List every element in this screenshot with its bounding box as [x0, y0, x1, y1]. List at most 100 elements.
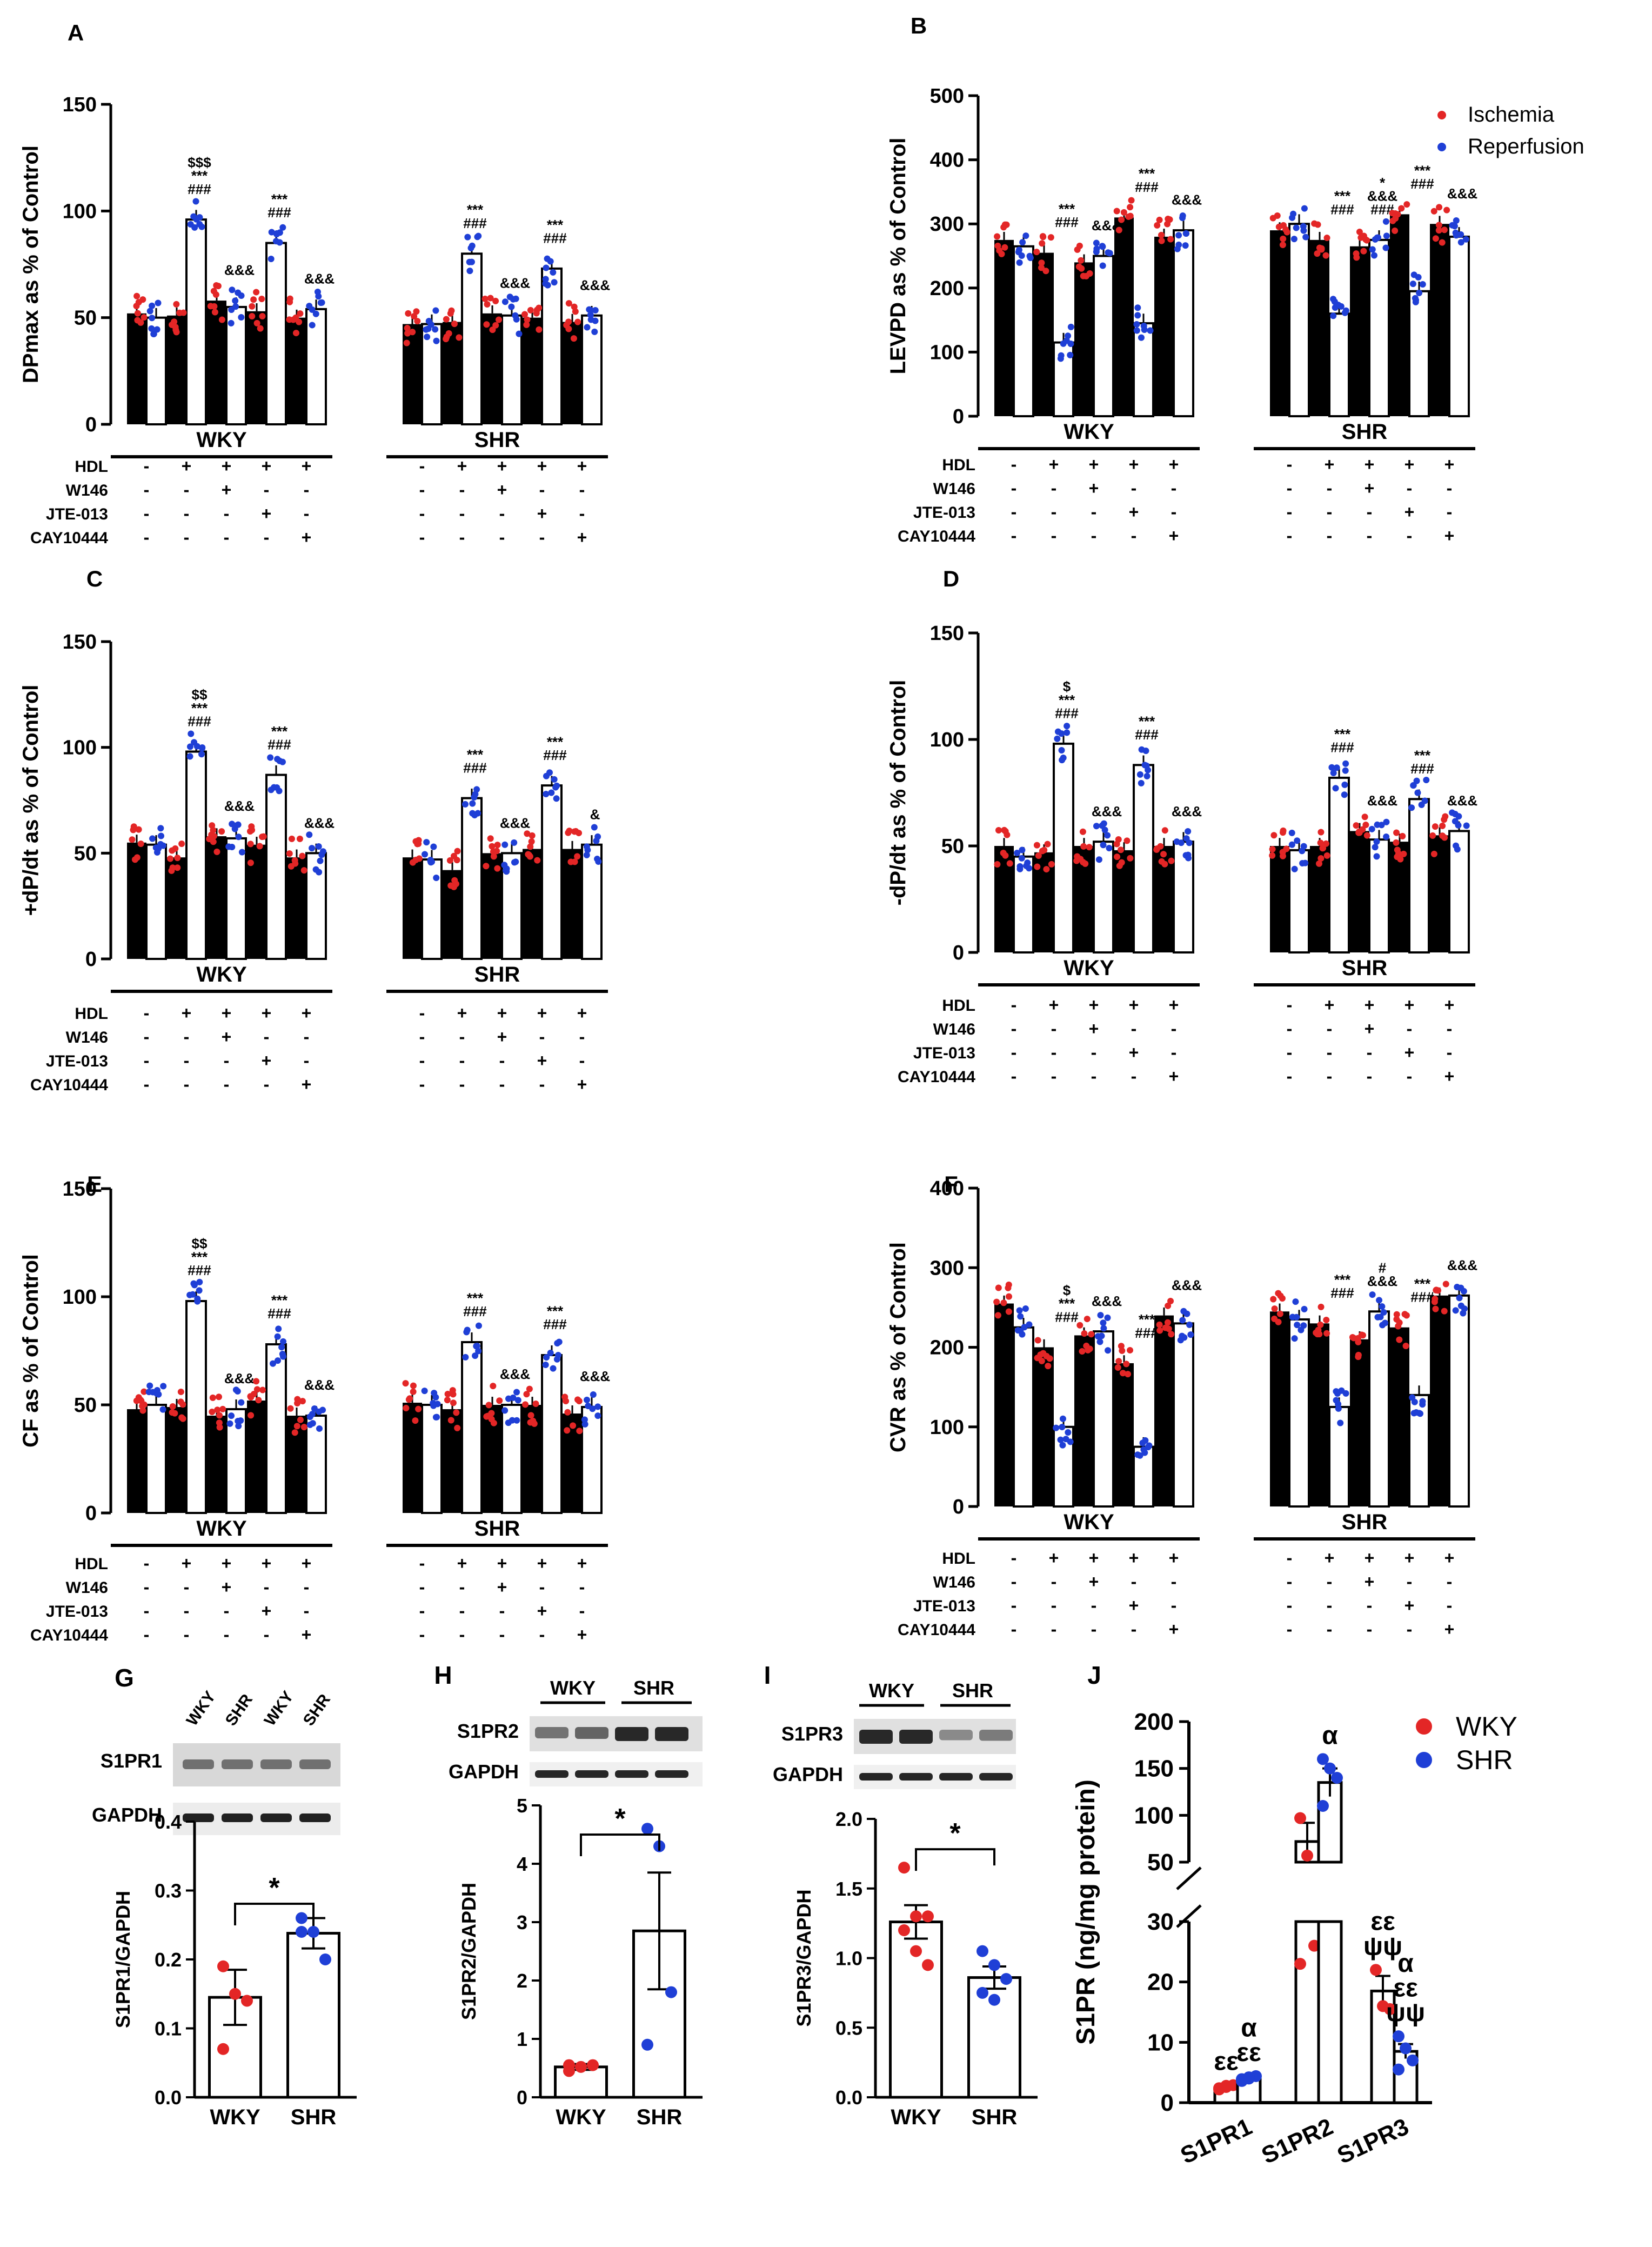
treatment-symbol: -: [1091, 1043, 1097, 1062]
bar-reperfusion: [225, 837, 247, 960]
point-ischemia: [443, 316, 450, 323]
significance-annotation-line-1: ###: [1135, 179, 1159, 195]
bar-ischemia: [1350, 246, 1369, 416]
treatment-symbol: -: [539, 1075, 545, 1094]
point-reperfusion: [1380, 1309, 1387, 1316]
panel-label-f: F: [944, 1171, 958, 1197]
point-reperfusion: [1014, 1327, 1021, 1334]
treatment-label: JTE-013: [913, 1044, 975, 1062]
point-reperfusion: [238, 849, 245, 856]
point-ischemia: [1430, 850, 1437, 857]
point-ischemia: [293, 330, 300, 337]
treatment-symbol: -: [1327, 1066, 1333, 1086]
point-ischemia: [1363, 832, 1370, 839]
treatment-label: JTE-013: [46, 505, 108, 523]
blot-lane-label: SHR: [952, 1679, 993, 1702]
y-tick-label: 0: [85, 1502, 97, 1525]
bar-ischemia: [1430, 224, 1449, 416]
point-reperfusion: [1419, 1401, 1426, 1408]
y-axis-title: +dP/dt as % of Control: [19, 685, 43, 916]
point-ischemia: [993, 1298, 1000, 1305]
point-ischemia: [1003, 221, 1010, 228]
point-reperfusion: [229, 286, 236, 294]
point-ischemia: [178, 841, 185, 848]
treatment-symbol: -: [1367, 1066, 1373, 1086]
point-ischemia: [173, 301, 180, 308]
point-reperfusion: [160, 1383, 167, 1390]
point-reperfusion: [234, 1388, 241, 1395]
point-ischemia: [1034, 863, 1041, 870]
point-ischemia: [1318, 245, 1325, 252]
significance-annotation-line-2: ###: [1055, 705, 1079, 722]
treatment-symbol: -: [1051, 1043, 1057, 1062]
point-reperfusion: [276, 757, 283, 764]
legend-item-ischemia: Ischemia: [1437, 103, 1584, 127]
point-ischemia: [1073, 857, 1080, 864]
y-tick-label: 100: [63, 1286, 97, 1309]
point-ischemia: [1128, 197, 1135, 204]
point-reperfusion: [584, 1396, 591, 1403]
bar-reperfusion: [1368, 238, 1390, 417]
treatment-symbol: +: [1444, 1066, 1455, 1086]
point-reperfusion: [1341, 781, 1348, 788]
point-ischemia: [403, 339, 410, 346]
treatment-symbol: -: [184, 1075, 190, 1094]
point-reperfusion: [550, 1365, 557, 1372]
treatment-symbol: -: [1051, 1619, 1057, 1639]
point-ischemia: [211, 309, 218, 316]
point-reperfusion: [422, 851, 429, 858]
treatment-symbol: -: [1171, 478, 1177, 498]
point-ischemia: [139, 1403, 146, 1410]
point-reperfusion: [1383, 232, 1390, 239]
significance-annotation-line-0: &&&: [224, 1370, 255, 1386]
point-reperfusion: [1146, 1442, 1153, 1449]
point-reperfusion: [1100, 842, 1107, 849]
group-label: SHR: [474, 1517, 520, 1541]
point-reperfusion: [423, 839, 430, 846]
bar-reperfusion: [1288, 223, 1310, 417]
point-reperfusion: [198, 223, 205, 230]
point-reperfusion: [269, 1360, 276, 1367]
point-reperfusion: [146, 308, 153, 315]
point-wky: [229, 1988, 241, 2000]
point-ischemia: [1429, 832, 1436, 839]
point-reperfusion: [501, 1407, 509, 1414]
point-reperfusion: [1457, 231, 1464, 238]
point-reperfusion: [594, 1403, 601, 1410]
point-reperfusion: [1289, 1313, 1296, 1321]
point-ischemia: [1439, 832, 1446, 839]
y-axis-title: S1PR2/GAPDH: [458, 1883, 480, 2020]
point-reperfusion: [1452, 229, 1459, 236]
point-ischemia: [1316, 1331, 1323, 1338]
treatment-symbol: -: [144, 1625, 150, 1644]
blot-lane-label: WKY: [550, 1677, 596, 1699]
point-ischemia: [1033, 842, 1040, 849]
point-reperfusion: [1368, 825, 1375, 832]
point-reperfusion: [1463, 822, 1470, 829]
point-reperfusion: [1379, 1303, 1386, 1310]
point-reperfusion: [274, 1333, 281, 1340]
point-ischemia: [487, 295, 494, 302]
treatment-label: W146: [933, 1021, 975, 1038]
point-ischemia: [1323, 1330, 1330, 1337]
point-reperfusion: [433, 337, 440, 344]
point-reperfusion: [1288, 829, 1295, 836]
panel-label-i: I: [764, 1661, 771, 1689]
point-ischemia: [1314, 250, 1321, 257]
significance-annotation-line-1: ###: [267, 1305, 291, 1322]
treatment-symbol: +: [262, 456, 272, 476]
point-ischemia: [406, 1395, 413, 1402]
bar-reperfusion: [541, 1354, 563, 1514]
point-ischemia: [1269, 846, 1276, 853]
point-ischemia: [1360, 248, 1367, 255]
point-reperfusion: [1334, 1390, 1341, 1397]
bar-ischemia: [1390, 214, 1409, 416]
point-wky: [1301, 1849, 1313, 1862]
bar-ischemia: [403, 324, 422, 424]
x-tick-label: S1PR2: [1258, 2113, 1337, 2169]
point-reperfusion: [1018, 855, 1025, 862]
point-ischemia: [527, 306, 534, 314]
group-label: SHR: [1342, 420, 1388, 444]
point-reperfusion: [1106, 844, 1113, 851]
